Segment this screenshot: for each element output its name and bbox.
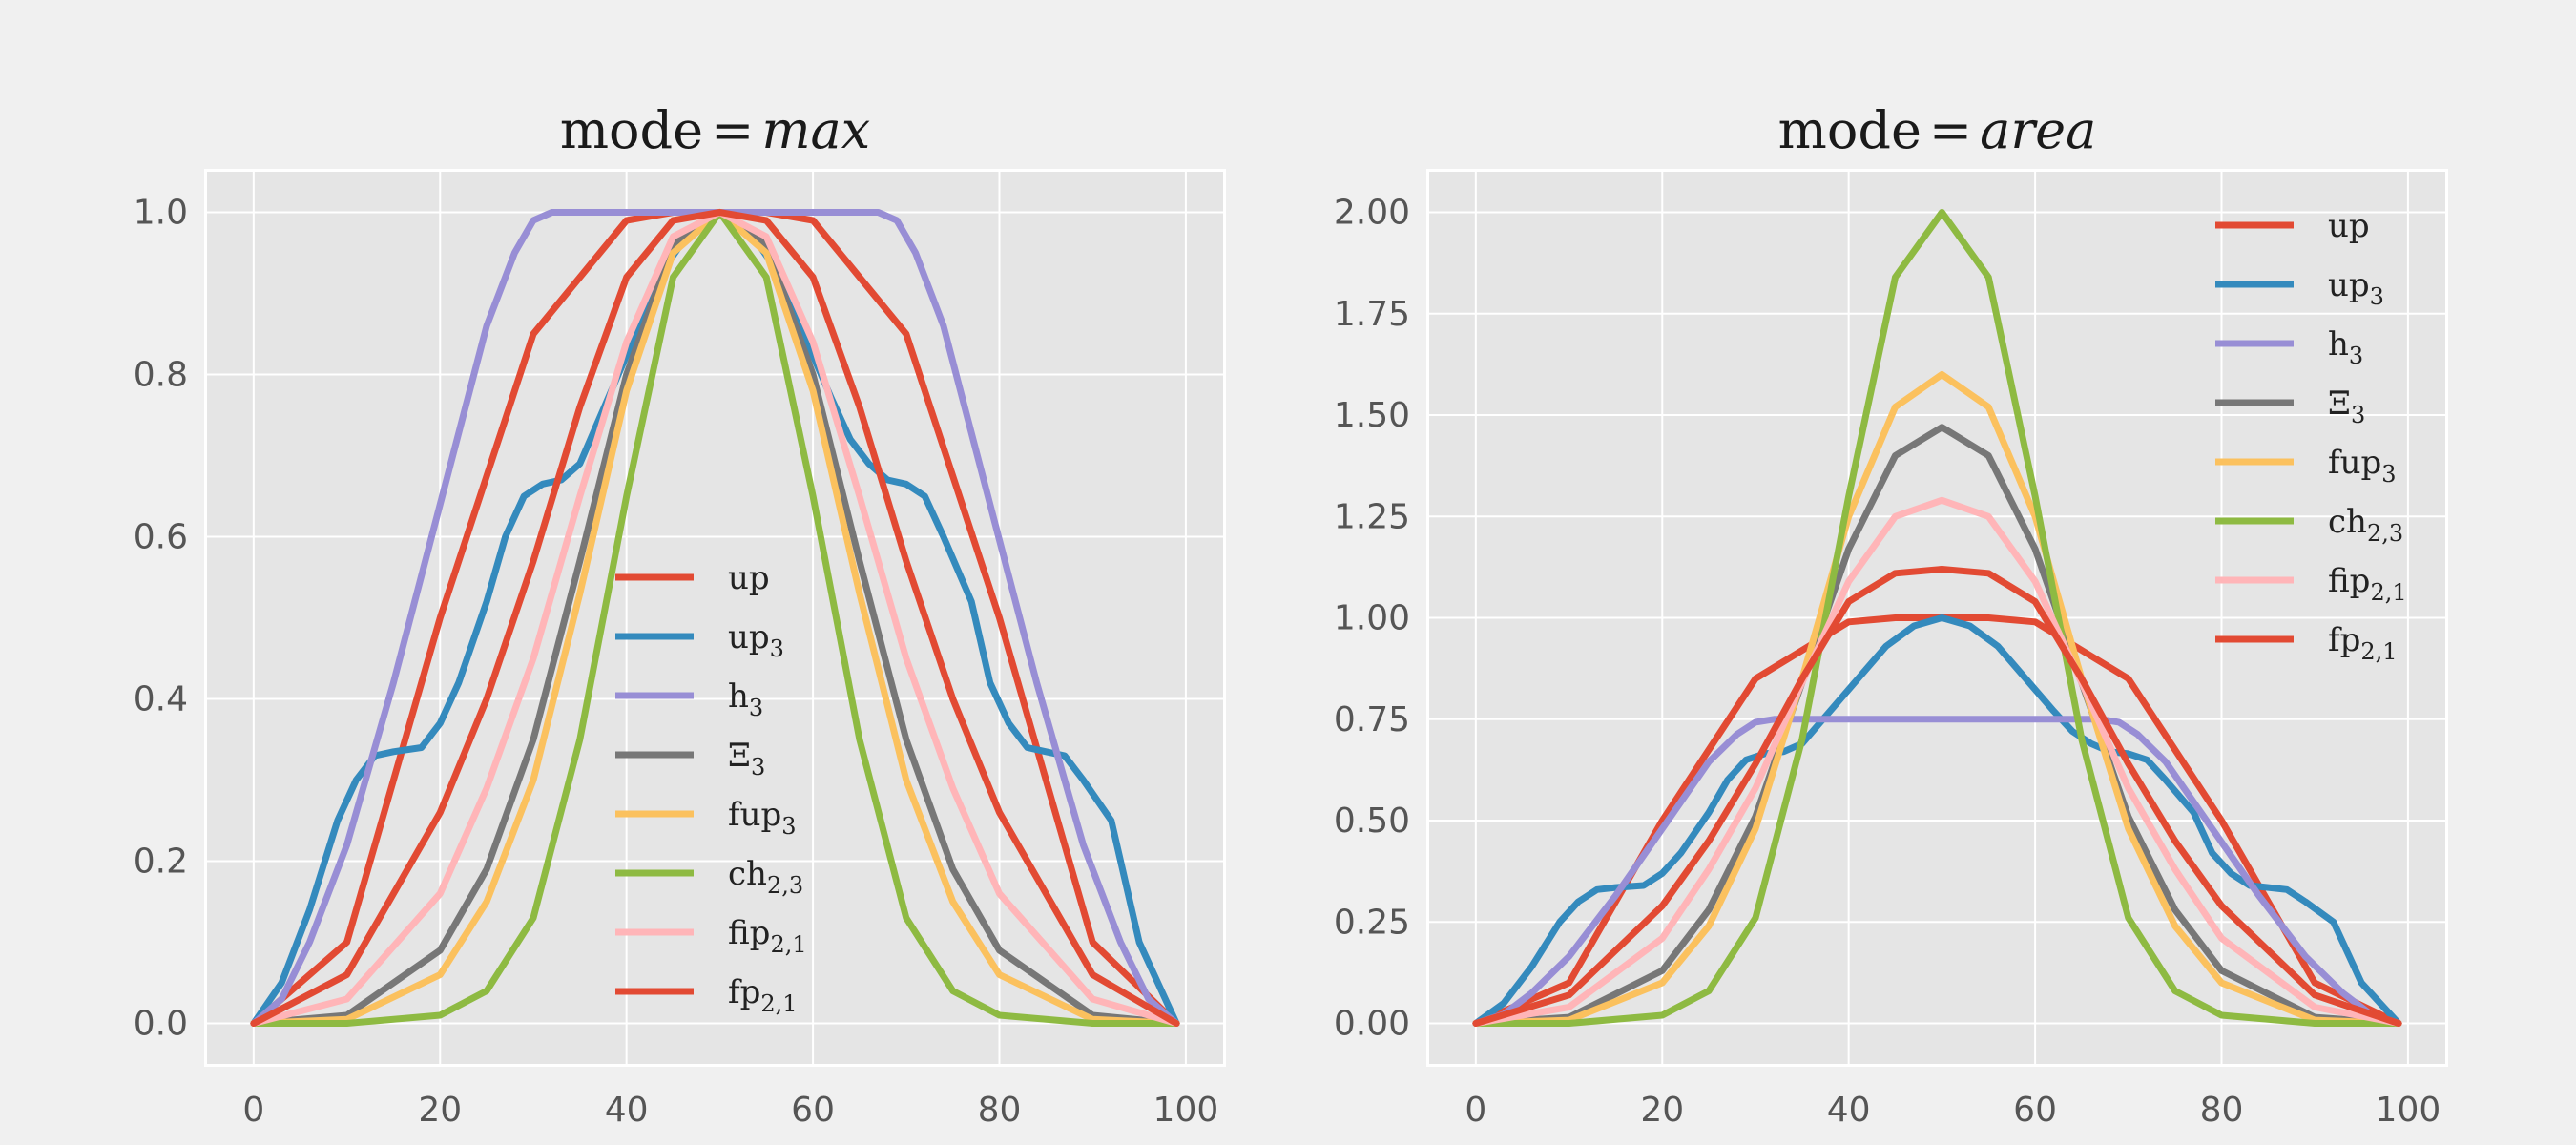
y-tick-label: 0.6	[134, 518, 188, 557]
legend-subscript: 2,1	[770, 931, 806, 958]
legend-subscript: 3	[781, 813, 796, 840]
legend-name: up	[2328, 266, 2370, 304]
y-tick-label: 2.00	[1334, 194, 1410, 233]
title-equals: =	[1929, 100, 1972, 160]
legend-name: up	[728, 559, 770, 597]
legend-label-fip21: fip2,1	[728, 914, 807, 958]
plot-area	[207, 172, 1223, 1064]
y-tick-label: 0.50	[1334, 802, 1410, 841]
x-tick-label: 60	[2013, 1091, 2057, 1130]
y-tick-label: 1.75	[1334, 295, 1410, 334]
series-line-ch23	[1472, 209, 2402, 1027]
legend-name: ch	[2328, 503, 2367, 541]
x-tick-label: 80	[978, 1091, 1022, 1130]
legend-subscript: 3	[2381, 461, 2396, 488]
legend-name: up	[2328, 207, 2370, 245]
legend-name: fup	[2328, 444, 2381, 482]
x-tick-label: 80	[2200, 1091, 2244, 1130]
x-tick-label: 40	[605, 1091, 649, 1130]
y-tick-label: 0.4	[134, 680, 188, 719]
y-tick-label: 0.00	[1334, 1005, 1410, 1044]
legend-name: fp	[2328, 621, 2360, 659]
x-tick-label: 100	[1153, 1091, 1219, 1130]
legend-subscript: 2,1	[2360, 638, 2397, 665]
x-tick-label: 20	[418, 1091, 462, 1130]
legend-name: up	[728, 618, 770, 656]
series-line-fup3	[1472, 371, 2402, 1027]
legend-label-fup3: fup3	[2328, 444, 2397, 488]
legend-label-up3: up3	[2328, 266, 2384, 310]
legend-name: fup	[728, 796, 781, 834]
legend-name: ch	[728, 855, 767, 893]
series-line-fip21	[1472, 496, 2402, 1027]
x-tick-label: 20	[1640, 1091, 1684, 1130]
legend-subscript: 3	[2349, 343, 2363, 369]
y-tick-label: 0.75	[1334, 700, 1410, 739]
legend-name: fip	[2328, 562, 2370, 600]
y-tick-label: 0.0	[134, 1005, 188, 1044]
x-tick-label: 0	[242, 1091, 264, 1130]
x-tick-label: 100	[2376, 1091, 2441, 1130]
series-line-fp21	[250, 209, 1180, 1027]
series-line-h3	[1472, 716, 2402, 1027]
legend-subscript: 2,1	[2370, 579, 2406, 606]
title-variable: max	[761, 100, 870, 160]
series-line-xi3	[1472, 424, 2402, 1027]
legend-label-xi3: Ξ3	[728, 737, 765, 781]
legend-label-up: up	[2328, 207, 2370, 245]
chart-panel-max: 0 20 40 60 80 100 0.0 0.2 0.4 0.6 0.8 1.0 mode = max up…	[134, 100, 1226, 1130]
legend-subscript: 3	[2351, 402, 2365, 428]
legend-label-fp21: fp2,1	[2328, 621, 2398, 665]
legend-subscript: 2,1	[760, 990, 797, 1017]
y-tick-label: 0.25	[1334, 903, 1410, 942]
legend-label-h3: h3	[2328, 325, 2363, 369]
legend-label-fup3: fup3	[728, 796, 797, 840]
legend-label-up: up	[728, 559, 770, 597]
x-tick-label: 40	[1827, 1091, 1871, 1130]
y-tick-label: 0.2	[134, 843, 188, 882]
legend-label-h3: h3	[728, 677, 763, 721]
legend-label-ch23: ch2,3	[2328, 503, 2403, 547]
legend-subscript: 3	[2370, 283, 2384, 310]
legend-name: Ξ	[2328, 385, 2351, 423]
legend-label-xi3: Ξ3	[2328, 385, 2365, 428]
title-main: mode	[560, 100, 703, 160]
legend-name: fp	[728, 973, 760, 1011]
legend-name: h	[728, 677, 749, 716]
chart-title: mode = max	[560, 100, 870, 160]
series-line-fp21	[1472, 566, 2402, 1027]
legend-label-fip21: fip2,1	[2328, 562, 2407, 606]
title-main: mode	[1778, 100, 1922, 160]
y-tick-label: 1.0	[134, 194, 188, 233]
y-tick-label: 1.25	[1334, 497, 1410, 536]
y-tick-label: 1.50	[1334, 396, 1410, 435]
x-tick-label: 60	[791, 1091, 835, 1130]
x-tick-label: 0	[1465, 1091, 1486, 1130]
title-variable: area	[1980, 100, 2096, 160]
chart-panel-area: 0 20 40 60 80 100 0.00 0.25 0.50 0.75 1.00 1.25 1.50…	[1334, 100, 2448, 1130]
legend-label-fp21: fp2,1	[728, 973, 798, 1017]
chart-title: mode = area	[1778, 100, 2097, 160]
legend-subscript: 2,3	[2367, 520, 2403, 547]
legend-name: h	[2328, 325, 2349, 364]
y-tick-label: 1.00	[1334, 599, 1410, 638]
legend-subscript: 3	[770, 635, 784, 662]
title-equals: =	[711, 100, 754, 160]
legend-subscript: 3	[751, 754, 765, 781]
legend-label-ch23: ch2,3	[728, 855, 803, 899]
legend-label-up3: up3	[728, 618, 784, 662]
legend-name: fip	[728, 914, 770, 952]
legend-subscript: 3	[749, 695, 763, 721]
series-line-up3	[1472, 614, 2402, 1027]
legend-subscript: 2,3	[767, 872, 803, 899]
legend-name: Ξ	[728, 737, 751, 775]
y-tick-label: 0.8	[134, 356, 188, 395]
